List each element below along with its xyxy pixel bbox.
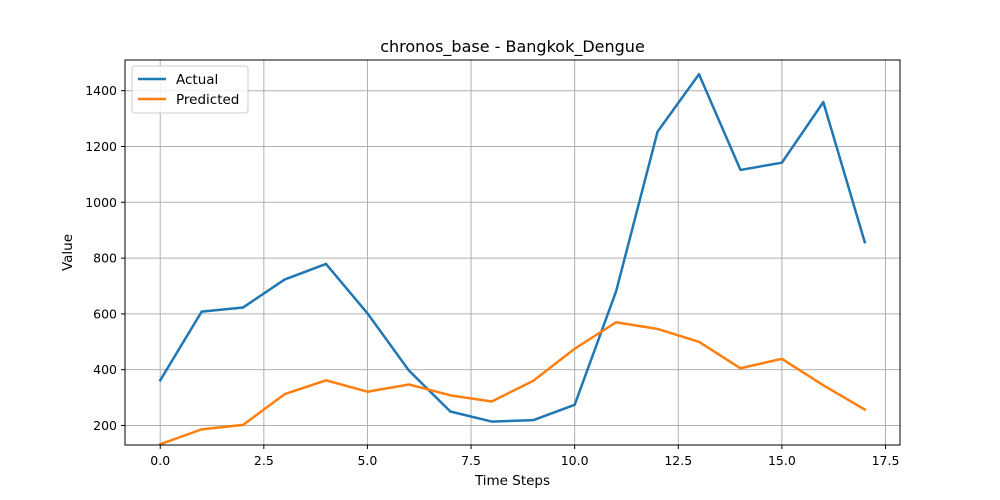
plot-frame xyxy=(124,59,901,446)
x-tick-label: 2.5 xyxy=(254,453,274,468)
x-tick-label: 0.0 xyxy=(150,453,170,468)
legend-label-predicted: Predicted xyxy=(176,92,239,108)
x-tick-label: 10.0 xyxy=(561,453,589,468)
series-line-predicted xyxy=(158,321,867,446)
axis-ticks: 0.0 2.5 5.0 7.5 10.0 12.5 15.0 17.5 200 400 600 800… xyxy=(85,83,899,468)
legend-label-actual: Actual xyxy=(176,72,218,88)
legend: Actual Predicted xyxy=(131,65,249,114)
y-axis-label: Value xyxy=(60,234,76,271)
series-line-actual xyxy=(158,72,867,423)
y-tick-label: 1200 xyxy=(85,139,117,154)
grid xyxy=(125,60,900,445)
y-tick-label: 1400 xyxy=(85,83,117,98)
y-tick-label: 200 xyxy=(93,418,117,433)
x-tick-label: 15.0 xyxy=(768,453,796,468)
y-tick-label: 1000 xyxy=(85,195,117,210)
y-tick-label: 400 xyxy=(93,362,117,377)
y-tick-label: 600 xyxy=(93,306,117,321)
x-tick-label: 17.5 xyxy=(872,453,900,468)
x-axis-label: Time Steps xyxy=(474,473,550,489)
chart-title: chronos_base - Bangkok_Dengue xyxy=(380,37,645,57)
x-tick-label: 7.5 xyxy=(461,453,481,468)
x-tick-label: 5.0 xyxy=(358,453,378,468)
y-tick-label: 800 xyxy=(93,251,117,266)
series-lines xyxy=(158,72,867,446)
x-tick-label: 12.5 xyxy=(664,453,692,468)
